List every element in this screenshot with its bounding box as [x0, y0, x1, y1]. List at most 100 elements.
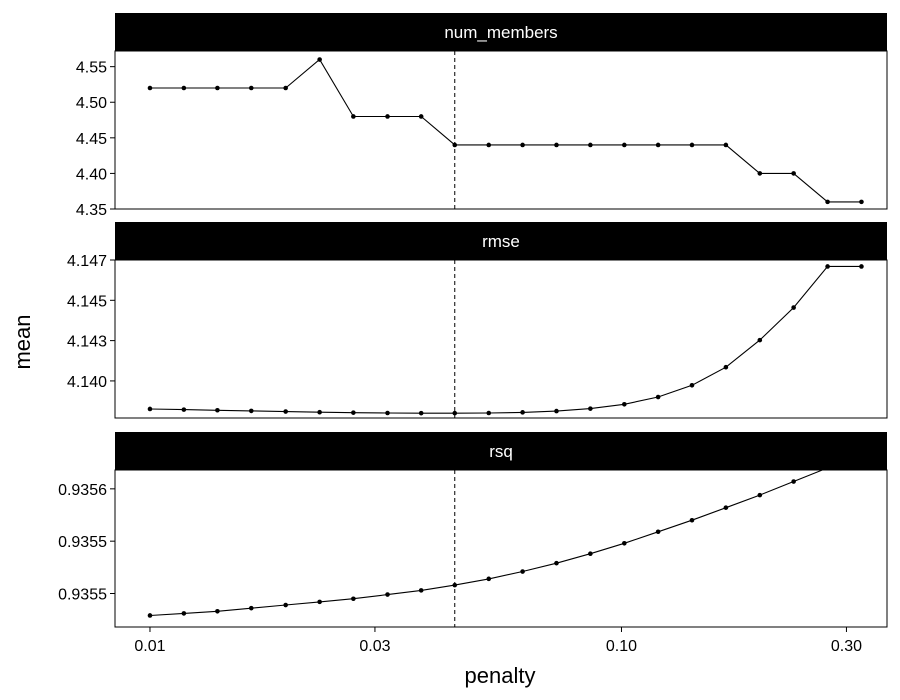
panel-border [114, 259, 888, 419]
data-point [791, 305, 796, 310]
data-point [317, 409, 322, 415]
data-point [248, 605, 254, 611]
data-point [622, 540, 627, 546]
data-point [723, 364, 729, 370]
strip-header-rsq [115, 432, 887, 470]
x-axis: 0.01 0.03 0.10 0.30 [134, 627, 862, 655]
x-axis-title: penalty [465, 663, 536, 688]
data-point [351, 596, 356, 602]
data-point [317, 57, 322, 62]
data-point [147, 613, 153, 618]
data-point [248, 85, 254, 91]
data-point [859, 264, 864, 269]
data-point [283, 409, 288, 414]
data-point [418, 410, 424, 416]
data-point [655, 529, 661, 535]
data-point [520, 142, 525, 148]
data-point [791, 479, 796, 484]
facet-panels: num_members 4.35 4.40 4.45 4.50 4.55 rmse 4.140… [58, 13, 888, 628]
data-point [723, 142, 729, 148]
data-point [689, 382, 695, 388]
data-point [689, 517, 695, 523]
data-point [385, 114, 390, 119]
panel-num_members: num_members 4.35 4.40 4.45 4.50 4.55 [76, 13, 888, 219]
strip-label: rmse [482, 232, 520, 251]
series-line-rmse [149, 265, 862, 414]
strip-label: rsq [489, 442, 513, 461]
y-tick-label: 4.143 [67, 334, 107, 351]
data-point [520, 569, 525, 574]
x-tick-label: 0.30 [831, 638, 862, 655]
data-point [418, 114, 424, 119]
panel-border [114, 50, 888, 210]
strip-label: num_members [444, 23, 557, 42]
y-tick-label: 0.9356 [58, 482, 107, 499]
data-point [655, 142, 661, 148]
y-tick-label: 4.140 [67, 374, 107, 391]
data-point [554, 408, 559, 414]
data-point [791, 171, 796, 176]
strip-header-num_members [115, 13, 887, 51]
series-line-num_members [150, 58, 862, 203]
panel-rmse: rmse 4.140 4.143 4.145 4.147 [67, 222, 888, 419]
data-point [588, 551, 593, 557]
data-point [757, 171, 763, 176]
x-tick-label: 0.01 [134, 638, 165, 655]
data-point [452, 410, 458, 416]
data-point [825, 199, 830, 205]
data-point [757, 492, 763, 498]
x-tick-label: 0.10 [606, 638, 637, 655]
data-point [689, 142, 695, 148]
x-tick-label: 0.03 [359, 638, 390, 655]
data-point [622, 142, 627, 148]
data-point [825, 264, 830, 269]
data-point [351, 114, 356, 119]
data-point [181, 611, 187, 616]
data-point [215, 407, 220, 413]
y-tick-label: 4.35 [76, 202, 107, 219]
data-point [452, 582, 458, 588]
y-tick-label: 4.45 [76, 131, 107, 148]
data-point [283, 602, 288, 608]
data-point [351, 410, 356, 415]
data-point [723, 505, 729, 510]
data-point [248, 408, 254, 414]
data-point [859, 465, 864, 471]
data-point [181, 85, 187, 91]
data-point [452, 142, 458, 148]
data-point [486, 142, 492, 148]
data-point [554, 560, 559, 566]
strip-header-rmse [115, 222, 887, 260]
y-tick-label: 0.9355 [58, 534, 107, 551]
data-point [147, 85, 153, 91]
data-point [825, 465, 830, 471]
y-axis-title: mean [10, 314, 35, 369]
data-point [215, 85, 220, 91]
panel-border [114, 469, 888, 628]
y-tick-label: 4.55 [76, 60, 107, 77]
panel-rsq: rsq 0.9355 0.9355 0.9356 [58, 432, 888, 628]
data-point [520, 410, 525, 415]
data-point [215, 609, 220, 614]
y-tick-label: 4.147 [67, 253, 107, 270]
data-point [317, 599, 322, 605]
data-point [859, 199, 864, 205]
data-point [554, 142, 559, 148]
data-point [486, 576, 492, 582]
data-point [588, 142, 593, 148]
y-tick-label: 4.40 [76, 166, 107, 183]
data-point [655, 394, 661, 400]
series-line-rsq [149, 467, 862, 617]
y-tick-label: 4.145 [67, 293, 107, 310]
y-tick-label: 4.50 [76, 95, 107, 112]
y-tick-label: 0.9355 [58, 587, 107, 604]
data-point [622, 401, 627, 407]
data-point [588, 406, 593, 411]
data-point [385, 592, 390, 597]
data-point [385, 410, 390, 416]
data-point [147, 406, 153, 412]
data-point [418, 588, 424, 593]
data-point [486, 410, 492, 416]
data-point [181, 407, 187, 412]
